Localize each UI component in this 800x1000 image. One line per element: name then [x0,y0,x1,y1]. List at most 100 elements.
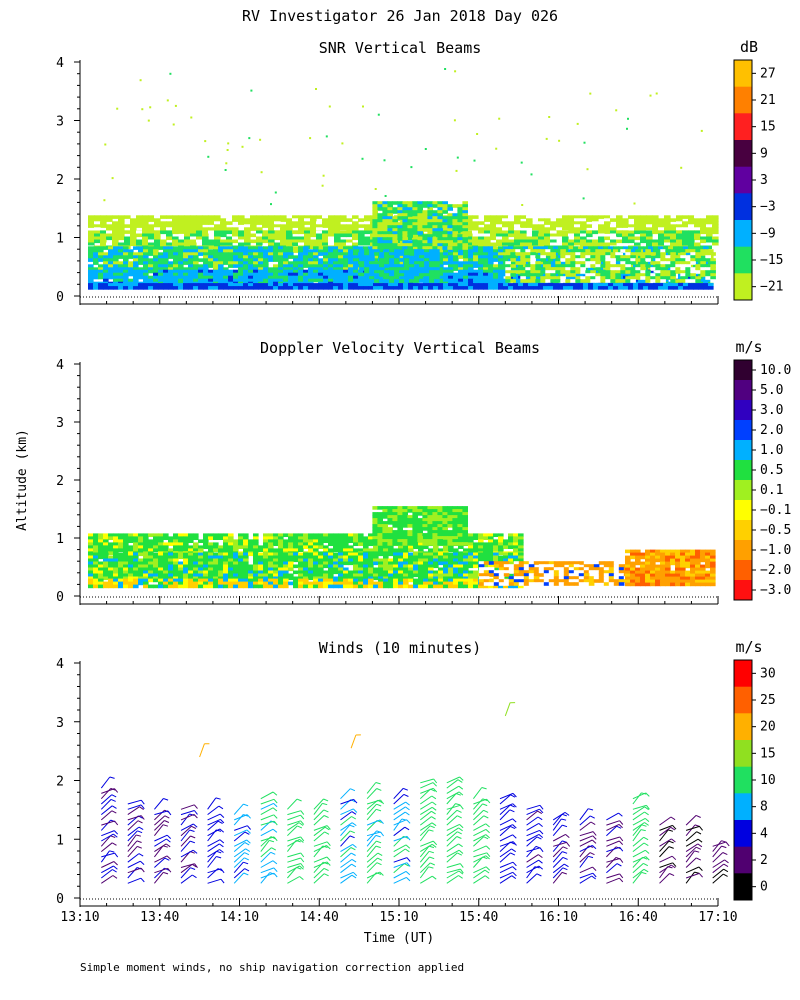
snr-cell [432,225,438,229]
doppler-cell [518,539,524,543]
snr-cell [214,239,221,244]
snr-cell [620,255,626,259]
snr-cell [188,255,194,259]
snr-cell [466,242,473,247]
doppler-cell [318,555,324,560]
snr-cell [705,270,711,274]
snr-cell [397,243,403,247]
snr-cell [424,249,430,253]
snr-cell [520,258,526,262]
snr-cell [458,255,464,259]
snr-cell [88,269,94,274]
snr-cell [88,249,94,253]
snr-cell [399,258,405,262]
doppler-cell [413,564,419,569]
snr-cell [437,225,443,229]
snr-cell [462,231,468,235]
snr-speck [498,117,501,120]
doppler-cell [183,552,189,557]
doppler-cell [103,536,109,540]
doppler-cell [418,548,424,552]
snr-cell [424,230,431,235]
snr-cell [574,221,581,225]
doppler-cell [173,567,179,572]
snr-cell [250,224,257,228]
snr-cell [598,286,604,290]
snr-cell [429,273,435,277]
snr-cell [700,218,707,222]
doppler-cell [513,548,519,552]
doppler-cell [233,555,239,560]
snr-cell [530,264,536,268]
snr-cell [585,249,591,253]
snr-cell [304,227,311,231]
snr-cell [496,236,503,241]
doppler-cell [428,570,434,575]
snr-cell [103,275,109,280]
snr-cell [244,227,251,231]
snr-cell [703,246,709,250]
snr-cell [154,239,161,244]
doppler-cell [273,533,279,537]
snr-cell [670,273,676,277]
doppler-cell [208,542,214,546]
snr-cell [218,249,224,253]
snr-cell [608,283,614,287]
doppler-cell [448,567,454,572]
doppler-cell [343,545,349,549]
snr-cell [93,249,99,253]
snr-cell [377,237,383,241]
snr-cell [635,270,641,274]
snr-speck [250,89,253,92]
snr-cell [700,249,706,253]
snr-cell [407,222,413,226]
snr-cell [98,269,104,274]
snr-cell [108,286,114,290]
snr-cell [560,255,566,259]
snr-cell [412,201,418,205]
doppler-cell [148,558,154,563]
doppler-cell [88,533,94,537]
snr-cell [196,233,203,238]
doppler-cell [128,570,134,575]
snr-cell [220,230,227,235]
snr-cell [158,286,164,290]
doppler-cell [133,564,139,569]
snr-cell [253,261,259,265]
snr-cell [505,252,511,256]
doppler-cell [308,558,314,563]
snr-cell [620,270,626,274]
snr-cell [198,272,204,277]
snr-cell [298,249,304,253]
snr-cell [417,237,423,241]
snr-cell [556,230,563,234]
doppler-cell [343,533,349,537]
snr-cell [463,261,469,265]
snr-cell [705,273,711,277]
snr-cell [483,252,489,256]
doppler-cell [493,539,499,543]
doppler-cell [223,533,229,537]
snr-cell [604,224,611,228]
snr-cell [427,219,433,223]
snr-cell [384,264,390,268]
snr-cell [484,227,491,231]
snr-cell [298,227,305,231]
snr-cell [655,276,661,280]
doppler-cell [223,558,229,563]
snr-cell [532,230,539,235]
snr-cell [183,283,189,287]
snr-cell [160,221,167,225]
doppler-cell [493,545,499,549]
snr-cell [154,227,161,231]
snr-cell [598,215,605,219]
snr-cell [123,258,129,262]
snr-cell [634,236,641,241]
doppler-cell [328,536,334,540]
snr-cell [448,267,454,271]
snr-cell [379,270,385,274]
snr-cell [318,267,324,271]
snr-cell [298,258,304,262]
snr-cell [520,230,527,235]
doppler-cell [93,558,99,563]
